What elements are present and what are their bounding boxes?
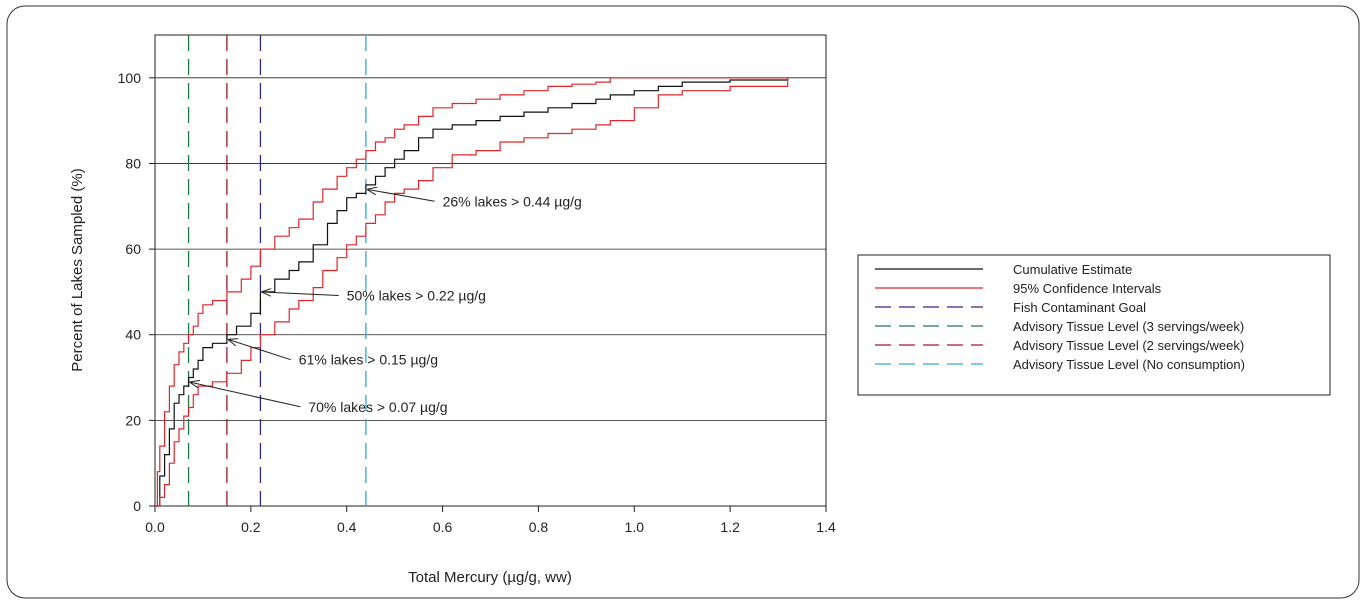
- y-axis-label: Percent of Lakes Sampled (%): [69, 168, 86, 371]
- legend-label: Advisory Tissue Level (No consumption): [1013, 357, 1245, 372]
- y-tick-label: 40: [125, 327, 141, 343]
- legend-box: [857, 254, 1331, 396]
- x-tick-label: 1.4: [816, 519, 836, 535]
- annotation-arrow: [229, 340, 291, 361]
- y-tick-label: 80: [125, 155, 141, 171]
- annotation-label: 26% lakes > 0.44 µg/g: [443, 193, 582, 209]
- legend: Cumulative Estimate 95% Confidence Interv…: [857, 254, 1331, 396]
- x-tick-label: 1.0: [625, 519, 645, 535]
- annotation-arrow: [191, 382, 301, 408]
- x-tick-label: 0.8: [529, 519, 549, 535]
- x-tick-label: 1.2: [720, 519, 740, 535]
- y-tick-label: 20: [125, 412, 141, 428]
- annotation-label: 61% lakes > 0.15 µg/g: [299, 352, 438, 368]
- x-tick-label: 0.6: [433, 519, 453, 535]
- legend-label: Advisory Tissue Level (3 servings/week): [1013, 319, 1244, 334]
- annotation-label: 50% lakes > 0.22 µg/g: [347, 287, 486, 303]
- annotation-arrow: [262, 292, 339, 295]
- annotation-arrow: [368, 189, 435, 202]
- legend-label: Advisory Tissue Level (2 servings/week): [1013, 338, 1244, 353]
- x-tick-label: 0.2: [241, 519, 261, 535]
- plot-border: [154, 34, 827, 507]
- annotation-label: 70% lakes > 0.07 µg/g: [308, 399, 447, 415]
- y-tick-label: 0: [133, 498, 141, 514]
- series-line-lower: [155, 77, 789, 507]
- legend-label: Fish Contaminant Goal: [1013, 300, 1146, 315]
- y-tick-label: 60: [125, 241, 141, 257]
- legend-label: Cumulative Estimate: [1013, 262, 1132, 277]
- x-tick-label: 0.0: [145, 519, 165, 535]
- legend-label: 95% Confidence Intervals: [1013, 281, 1162, 296]
- x-tick-label: 0.4: [337, 519, 357, 535]
- plot-area: 0.0 0.2 0.4 0.6 0.8 1.0 1.2 1.4 0 20 40 60 80 100 26% …: [118, 34, 836, 535]
- y-tick-label: 100: [118, 70, 142, 86]
- series-line-cumulative: [155, 77, 789, 507]
- series-line-upper: [155, 77, 788, 507]
- x-axis-label: Total Mercury (µg/g, ww): [408, 569, 572, 586]
- chart-frame: [6, 5, 1360, 599]
